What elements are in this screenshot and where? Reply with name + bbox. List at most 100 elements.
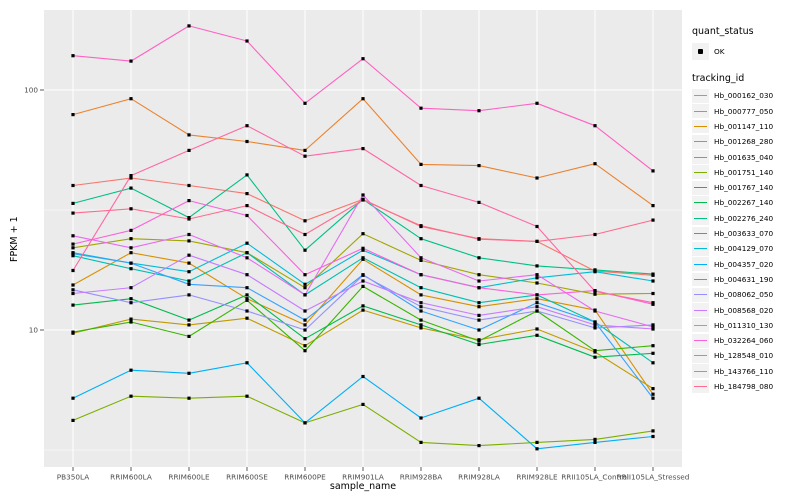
data-point xyxy=(651,429,655,433)
legend-key-line xyxy=(694,233,707,235)
legend-item: Hb_008062_050 xyxy=(692,287,798,302)
data-point xyxy=(361,193,365,197)
data-point xyxy=(245,298,249,302)
data-point xyxy=(71,242,75,246)
x-tick-label: RRIM600PE xyxy=(284,473,326,482)
data-point xyxy=(535,309,539,313)
legend-key-box xyxy=(692,303,709,317)
legend-item: Hb_002267_140 xyxy=(692,196,798,210)
data-point xyxy=(593,326,597,330)
data-point xyxy=(361,284,365,288)
data-point xyxy=(477,109,481,113)
data-point xyxy=(187,199,191,203)
legend-key-box xyxy=(692,104,709,119)
legend-key-line xyxy=(694,125,707,127)
data-point xyxy=(419,286,423,290)
data-point xyxy=(535,273,539,277)
data-point xyxy=(535,264,539,268)
data-point xyxy=(477,444,481,448)
legend-item-label: Hb_001147_110 xyxy=(714,121,774,131)
data-point xyxy=(651,392,655,396)
legend-item-label: Hb_000777_050 xyxy=(714,106,774,116)
data-point xyxy=(245,213,249,218)
data-point xyxy=(593,309,597,313)
legend-item: Hb_184798_080 xyxy=(692,379,798,394)
legend-item: Hb_001751_140 xyxy=(692,165,798,180)
data-point xyxy=(129,251,133,255)
legend-item-label: Hb_008062_050 xyxy=(714,290,774,300)
legend-key-box xyxy=(692,211,709,226)
data-point xyxy=(187,183,191,188)
data-point xyxy=(245,204,249,208)
data-point xyxy=(187,217,191,221)
legend-item-label: Hb_000162_030 xyxy=(714,91,774,101)
data-point xyxy=(419,106,423,110)
data-point xyxy=(593,292,597,296)
legend-key-line xyxy=(694,248,707,250)
data-point xyxy=(593,232,597,237)
data-point xyxy=(71,254,75,258)
data-point xyxy=(593,268,597,272)
data-point xyxy=(361,57,365,61)
data-point xyxy=(71,211,75,215)
data-point xyxy=(361,246,365,250)
legend-item: Hb_001767_140 xyxy=(692,180,798,195)
data-point xyxy=(651,279,655,283)
legend-key-line xyxy=(694,294,707,296)
legend-item-quant-ok: OK xyxy=(692,43,798,60)
data-point xyxy=(71,201,75,205)
data-point xyxy=(361,147,365,151)
legend-item: Hb_008568_020 xyxy=(692,303,798,317)
data-point xyxy=(71,234,75,238)
legend-item-label: Hb_032264_060 xyxy=(714,336,774,346)
legend-item-label: Hb_001635_040 xyxy=(714,152,774,162)
data-point xyxy=(187,279,191,283)
data-point xyxy=(245,293,249,297)
data-point xyxy=(593,355,597,359)
data-point xyxy=(187,261,191,265)
data-point xyxy=(303,318,307,322)
legend-key-line xyxy=(694,278,707,280)
legend-title-tracking-id: tracking_id xyxy=(692,73,745,84)
legend-item: Hb_001147_110 xyxy=(692,119,798,134)
data-point xyxy=(535,276,539,280)
data-point xyxy=(477,301,481,305)
data-point xyxy=(71,330,75,334)
data-point xyxy=(187,293,191,297)
legend-key-line xyxy=(694,355,707,357)
data-point xyxy=(245,256,249,260)
legend-item: Hb_000162_030 xyxy=(692,89,798,103)
data-point xyxy=(303,154,307,158)
data-point xyxy=(71,303,75,307)
data-point xyxy=(129,286,133,290)
y-tick-label: 10 xyxy=(29,326,39,335)
data-point xyxy=(651,327,655,331)
legend-item: Hb_128548_010 xyxy=(692,349,798,363)
data-point xyxy=(187,371,191,375)
data-point xyxy=(651,325,655,329)
legend-item-label: Hb_184798_080 xyxy=(714,382,774,392)
data-point xyxy=(129,237,133,241)
data-point xyxy=(651,204,655,208)
data-point xyxy=(129,186,133,190)
data-point xyxy=(419,440,423,444)
data-point xyxy=(187,133,191,137)
legend-key-line xyxy=(694,309,707,311)
data-point xyxy=(129,297,133,301)
legend-item-label: Hb_128548_010 xyxy=(714,351,774,361)
x-tick-label: RRIM600LA xyxy=(110,473,152,482)
data-point xyxy=(535,101,539,105)
legend-item-list: Hb_000162_030 Hb_000777_050 Hb_001147_110 H… xyxy=(692,89,798,394)
data-point xyxy=(129,97,133,101)
data-point xyxy=(361,304,365,308)
legend-key-box xyxy=(692,119,709,134)
legend: quant_status OK tracking_id Hb_000162_03… xyxy=(692,26,798,395)
data-point xyxy=(187,24,191,28)
data-point xyxy=(71,246,75,250)
legend-item: Hb_004357_020 xyxy=(692,257,798,272)
data-point xyxy=(303,101,307,105)
data-point xyxy=(129,301,133,305)
legend-item: Hb_001635_040 xyxy=(692,150,798,164)
legend-item: Hb_004129_070 xyxy=(692,241,798,256)
